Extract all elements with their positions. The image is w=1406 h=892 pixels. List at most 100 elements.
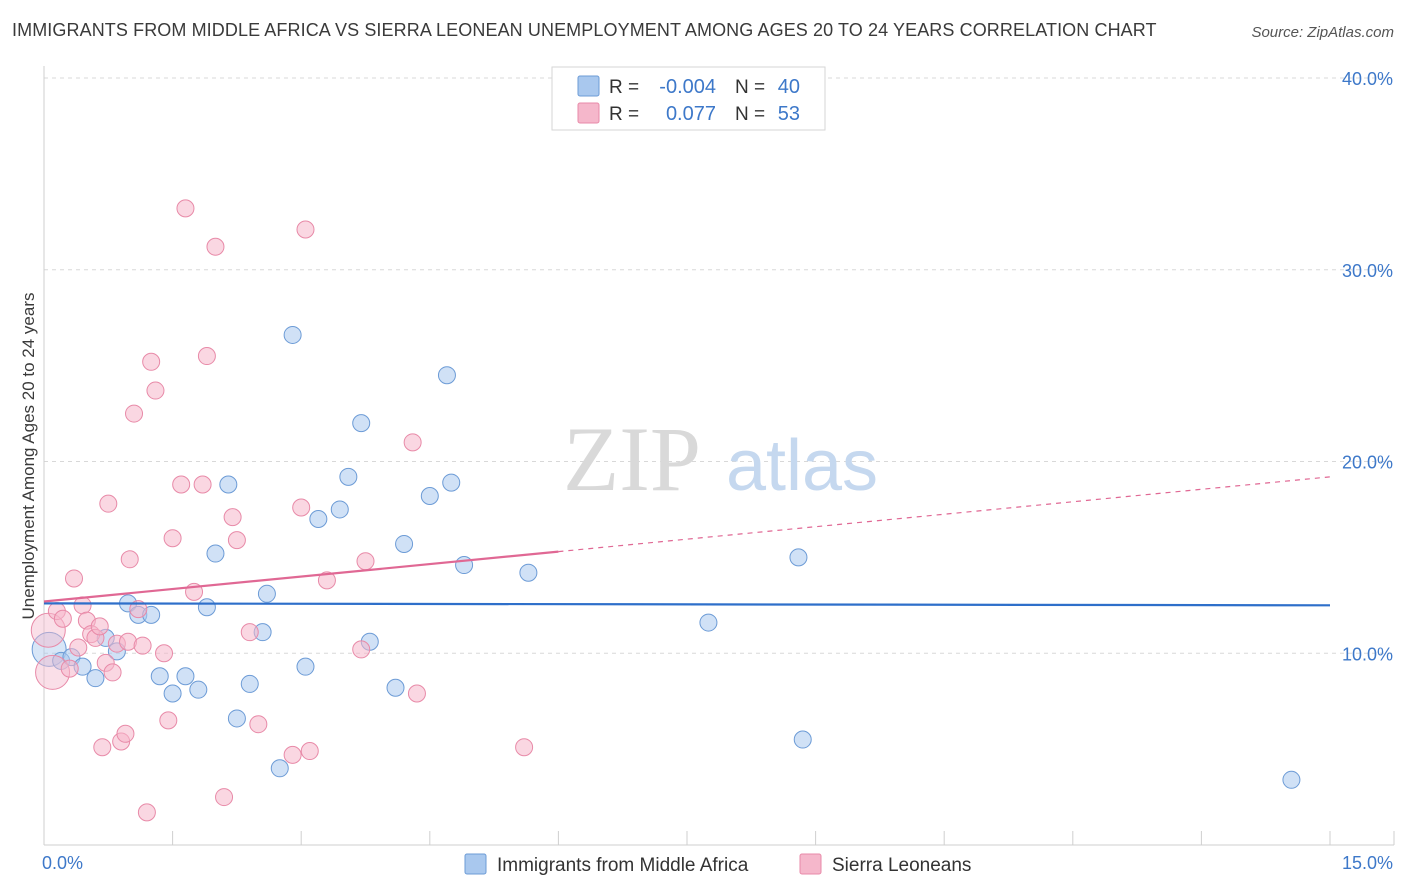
legend-swatch-blue — [577, 75, 600, 97]
legend-n-label: N = — [735, 77, 765, 98]
y-axis-title: Unemployment Among Ages 20 to 24 years — [19, 293, 38, 620]
point-sierra-leonean — [65, 569, 84, 588]
point-sierra-leonean — [142, 352, 161, 371]
point-sierra-leonean — [240, 623, 259, 642]
point-sierra-leonean — [223, 508, 242, 527]
point-middle-africa — [309, 510, 328, 529]
legend-n-value: 53 — [778, 103, 800, 125]
point-sierra-leonean — [93, 738, 112, 757]
point-sierra-leonean — [129, 600, 148, 619]
series-legend-label: Immigrants from Middle Africa — [497, 855, 749, 876]
point-sierra-leonean — [163, 529, 182, 548]
point-sierra-leonean — [103, 663, 122, 682]
legend-n-label: N = — [735, 104, 765, 125]
point-sierra-leonean — [403, 433, 422, 452]
series-legend-label: Sierra Leoneans — [832, 855, 971, 876]
point-sierra-leonean — [283, 745, 302, 764]
point-middle-africa — [519, 563, 538, 582]
x-tick-label: 0.0% — [42, 853, 83, 873]
point-sierra-leonean — [116, 724, 135, 743]
watermark-atlas: atlas — [726, 426, 878, 506]
point-sierra-leonean — [300, 742, 319, 761]
point-sierra-leonean — [292, 498, 311, 517]
point-middle-africa — [257, 584, 276, 603]
point-middle-africa — [1282, 770, 1301, 789]
point-middle-africa — [283, 325, 302, 344]
legend-n-value: 40 — [778, 76, 800, 98]
point-middle-africa — [197, 598, 216, 617]
point-sierra-leonean — [90, 617, 109, 636]
point-middle-africa — [240, 674, 259, 693]
point-middle-africa — [395, 534, 414, 553]
series-legend-swatch-blue — [464, 853, 487, 875]
point-sierra-leonean — [193, 475, 212, 494]
y-tick-label: 40.0% — [1342, 69, 1393, 89]
point-middle-africa — [442, 473, 461, 492]
trend-line-pink — [43, 550, 559, 603]
series-legend: Immigrants from Middle Africa Sierra Leon… — [464, 853, 971, 876]
point-sierra-leonean — [99, 494, 118, 513]
watermark-zip: ZIP — [563, 408, 701, 510]
series-legend-swatch-pink — [799, 853, 822, 875]
legend-swatch-pink — [577, 102, 600, 124]
gridlines — [44, 77, 1394, 654]
y-tick-label: 30.0% — [1342, 261, 1393, 281]
point-sierra-leonean — [317, 571, 336, 590]
chart-title: IMMIGRANTS FROM MIDDLE AFRICA VS SIERRA … — [12, 20, 1157, 40]
point-middle-africa — [206, 544, 225, 563]
point-middle-africa — [296, 657, 315, 676]
source-credit: Source: ZipAtlas.com — [1251, 24, 1394, 41]
x-tick-label: 15.0% — [1342, 853, 1393, 873]
point-sierra-leonean — [125, 404, 144, 423]
point-sierra-leonean — [515, 738, 534, 757]
point-middle-africa — [150, 667, 169, 686]
stats-legend: R = -0.004 N = 40 R = 0.077 N = 53 — [551, 66, 826, 131]
point-sierra-leonean — [155, 644, 174, 663]
point-middle-africa — [339, 467, 358, 486]
point-middle-africa — [437, 366, 456, 385]
y-tick-label: 10.0% — [1342, 644, 1393, 664]
point-middle-africa — [420, 487, 439, 506]
axes — [43, 66, 1395, 846]
point-middle-africa — [270, 759, 289, 778]
point-sierra-leonean — [296, 220, 315, 239]
point-sierra-leonean — [133, 636, 152, 655]
point-sierra-leonean — [356, 552, 375, 571]
point-middle-africa — [699, 613, 718, 632]
point-middle-africa — [176, 667, 195, 686]
point-middle-africa — [219, 475, 238, 494]
point-sierra-leonean — [352, 640, 371, 659]
data-points — [30, 199, 1301, 822]
point-sierra-leonean — [176, 199, 195, 218]
point-middle-africa — [793, 730, 812, 749]
point-middle-africa — [386, 678, 405, 697]
point-middle-africa — [789, 548, 808, 567]
point-middle-africa — [352, 414, 371, 433]
watermark: ZIP atlas — [563, 408, 878, 510]
point-sierra-leonean — [53, 609, 72, 628]
legend-r-label: R = — [609, 77, 639, 98]
point-sierra-leonean — [172, 475, 191, 494]
point-sierra-leonean — [69, 638, 88, 657]
point-sierra-leonean — [197, 347, 216, 366]
point-sierra-leonean — [60, 659, 79, 678]
point-sierra-leonean — [120, 550, 139, 569]
axis-labels: 10.0% 20.0% 30.0% 40.0% 0.0% 15.0% Unemploymen… — [19, 69, 1393, 873]
point-sierra-leonean — [146, 381, 165, 400]
point-middle-africa — [227, 709, 246, 728]
legend-r-label: R = — [609, 104, 639, 125]
point-sierra-leonean — [249, 715, 268, 734]
point-middle-africa — [86, 669, 105, 688]
point-sierra-leonean — [215, 788, 234, 807]
point-sierra-leonean — [206, 237, 225, 256]
y-tick-label: 20.0% — [1342, 453, 1393, 473]
point-sierra-leonean — [159, 711, 178, 730]
trend-line-blue — [43, 602, 1331, 607]
legend-r-value: 0.077 — [666, 103, 716, 125]
point-sierra-leonean — [137, 803, 156, 822]
trend-lines — [43, 476, 1331, 607]
point-middle-africa — [330, 500, 349, 519]
point-sierra-leonean — [407, 684, 426, 703]
point-middle-africa — [189, 680, 208, 699]
